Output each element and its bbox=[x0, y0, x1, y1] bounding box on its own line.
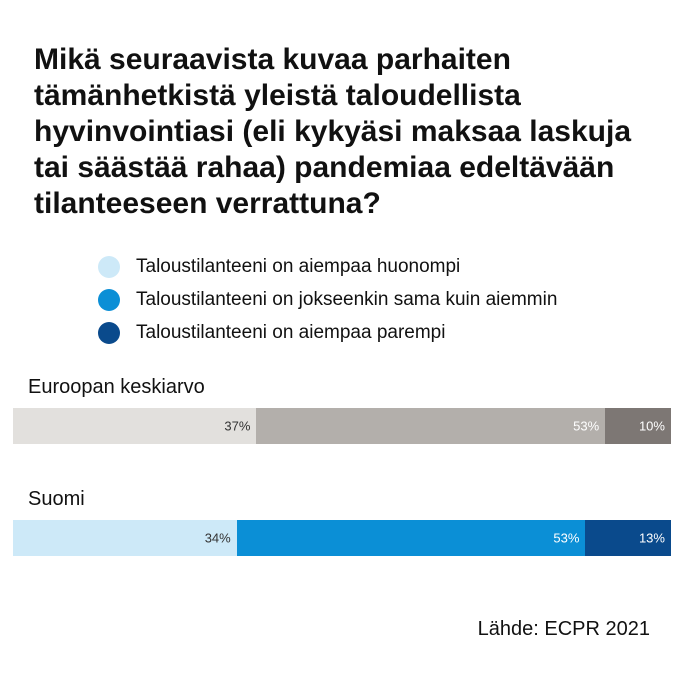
data-label-worse: 34% bbox=[204, 530, 231, 546]
legend-label-same: Taloustilanteeni on jokseenkin sama kuin… bbox=[136, 288, 558, 310]
category-label-europe: Euroopan keskiarvo bbox=[28, 376, 205, 398]
bar-finland: 34% 53% 13% bbox=[13, 520, 671, 556]
category-label-finland: Suomi bbox=[28, 488, 85, 510]
legend-label-worse: Taloustilanteeni on aiempaa huonompi bbox=[136, 255, 461, 277]
data-label-better: 10% bbox=[638, 418, 665, 434]
legend-swatch-better bbox=[98, 321, 120, 344]
bar-segment-better: 10% bbox=[605, 408, 671, 444]
legend-label-better: Taloustilanteeni on aiempaa parempi bbox=[136, 321, 446, 343]
data-label-same: 53% bbox=[573, 418, 600, 434]
source-note: Lähde: ECPR 2021 bbox=[477, 618, 650, 640]
legend-item-better: Taloustilanteeni on aiempaa parempi bbox=[98, 316, 557, 349]
bar-segment-worse: 34% bbox=[13, 520, 237, 556]
legend-item-same: Taloustilanteeni on jokseenkin sama kuin… bbox=[98, 283, 557, 316]
legend-swatch-worse bbox=[98, 255, 120, 278]
bar-segment-same: 53% bbox=[236, 520, 586, 556]
bar-segment-better: 13% bbox=[585, 520, 671, 556]
legend-item-worse: Taloustilanteeni on aiempaa huonompi bbox=[98, 250, 557, 283]
chart-title: Mikä seuraavista kuvaa parhaiten tämänhe… bbox=[34, 43, 632, 220]
bar-segment-same: 53% bbox=[256, 408, 606, 444]
data-label-same: 53% bbox=[553, 530, 580, 546]
legend-swatch-same bbox=[98, 288, 120, 311]
bar-segment-worse: 37% bbox=[13, 408, 257, 444]
data-label-worse: 37% bbox=[224, 418, 251, 434]
bar-europe: 37% 53% 10% bbox=[13, 408, 671, 444]
legend: Taloustilanteeni on aiempaa huonompi Tal… bbox=[98, 250, 557, 349]
data-label-better: 13% bbox=[638, 530, 665, 546]
